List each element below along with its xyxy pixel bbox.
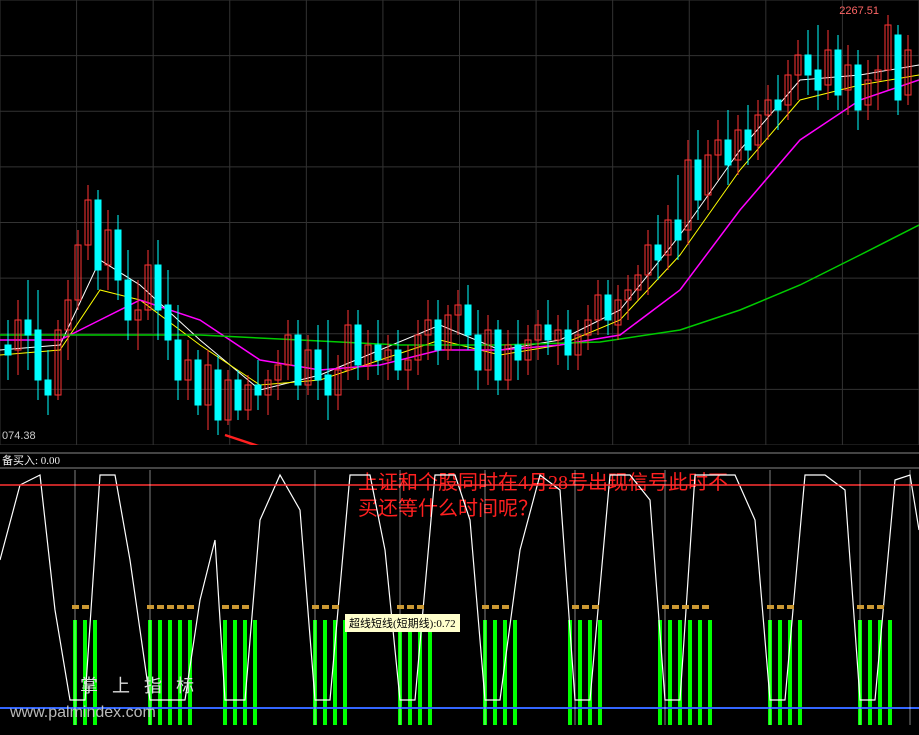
price-high-label: 2267.51 — [839, 5, 879, 17]
price-chart-svg — [0, 0, 919, 445]
price-chart-panel[interactable]: 2267.51 074.38 — [0, 0, 919, 445]
watermark-url: www.palmindex.com — [10, 704, 156, 722]
watermark-cn: 掌上指标 — [80, 672, 208, 698]
indicator-tooltip: 超线短线(短期线):0.72 — [345, 614, 460, 632]
price-low-label: 074.38 — [2, 430, 36, 442]
indicator-label: 备买入: 0.00 — [2, 452, 60, 468]
